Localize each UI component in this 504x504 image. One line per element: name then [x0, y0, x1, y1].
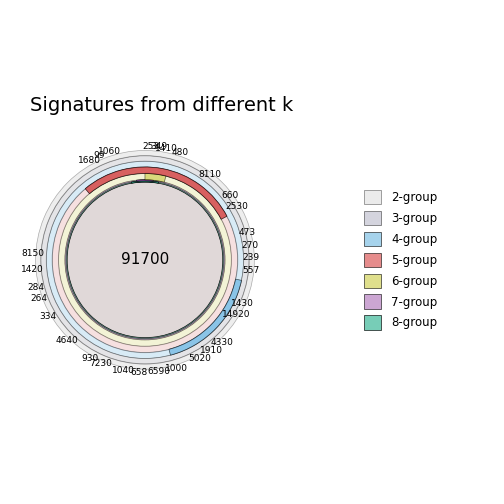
Wedge shape — [66, 181, 224, 339]
Wedge shape — [58, 173, 232, 346]
Text: 557: 557 — [242, 267, 259, 275]
Text: 1000: 1000 — [164, 363, 187, 372]
Text: 8150: 8150 — [21, 249, 44, 259]
Text: 253: 253 — [142, 142, 159, 151]
Text: 239: 239 — [242, 254, 260, 263]
Wedge shape — [46, 161, 244, 359]
Wedge shape — [41, 156, 249, 364]
Text: 4330: 4330 — [210, 338, 233, 347]
Text: 264: 264 — [31, 294, 47, 303]
Text: 473: 473 — [239, 228, 256, 237]
Text: 284: 284 — [27, 283, 44, 292]
Wedge shape — [36, 151, 255, 369]
Text: 1040: 1040 — [112, 366, 135, 375]
Wedge shape — [131, 181, 159, 183]
Wedge shape — [145, 173, 166, 182]
Text: 1060: 1060 — [98, 147, 121, 156]
Text: 1910: 1910 — [200, 346, 223, 355]
Text: 6590: 6590 — [147, 367, 170, 376]
Wedge shape — [52, 167, 238, 353]
Text: 1410: 1410 — [155, 144, 178, 153]
Wedge shape — [137, 180, 153, 181]
Text: 2530: 2530 — [225, 202, 248, 211]
Legend: 2-group, 3-group, 4-group, 5-group, 6-group, 7-group, 8-group: 2-group, 3-group, 4-group, 5-group, 6-gr… — [359, 185, 442, 335]
Text: 1420: 1420 — [21, 265, 44, 274]
Text: 7230: 7230 — [90, 359, 112, 368]
Text: 660: 660 — [221, 192, 238, 201]
Wedge shape — [169, 279, 241, 355]
Text: 1680: 1680 — [78, 156, 101, 165]
Text: 14920: 14920 — [222, 310, 250, 319]
Wedge shape — [65, 180, 225, 340]
Title: Signatures from different k: Signatures from different k — [30, 96, 293, 114]
Text: 91700: 91700 — [121, 253, 169, 267]
Wedge shape — [85, 167, 227, 219]
Text: 99: 99 — [93, 152, 104, 160]
Text: 270: 270 — [241, 240, 259, 249]
Text: 4640: 4640 — [55, 336, 78, 345]
Text: 5020: 5020 — [188, 354, 211, 363]
Text: 334: 334 — [39, 311, 56, 321]
Text: 930: 930 — [82, 354, 99, 363]
Text: 8110: 8110 — [198, 170, 221, 179]
Text: 480: 480 — [171, 148, 188, 157]
Circle shape — [67, 182, 223, 338]
Text: 658: 658 — [131, 368, 148, 377]
Text: 1430: 1430 — [230, 298, 254, 307]
Text: 349: 349 — [150, 143, 167, 152]
